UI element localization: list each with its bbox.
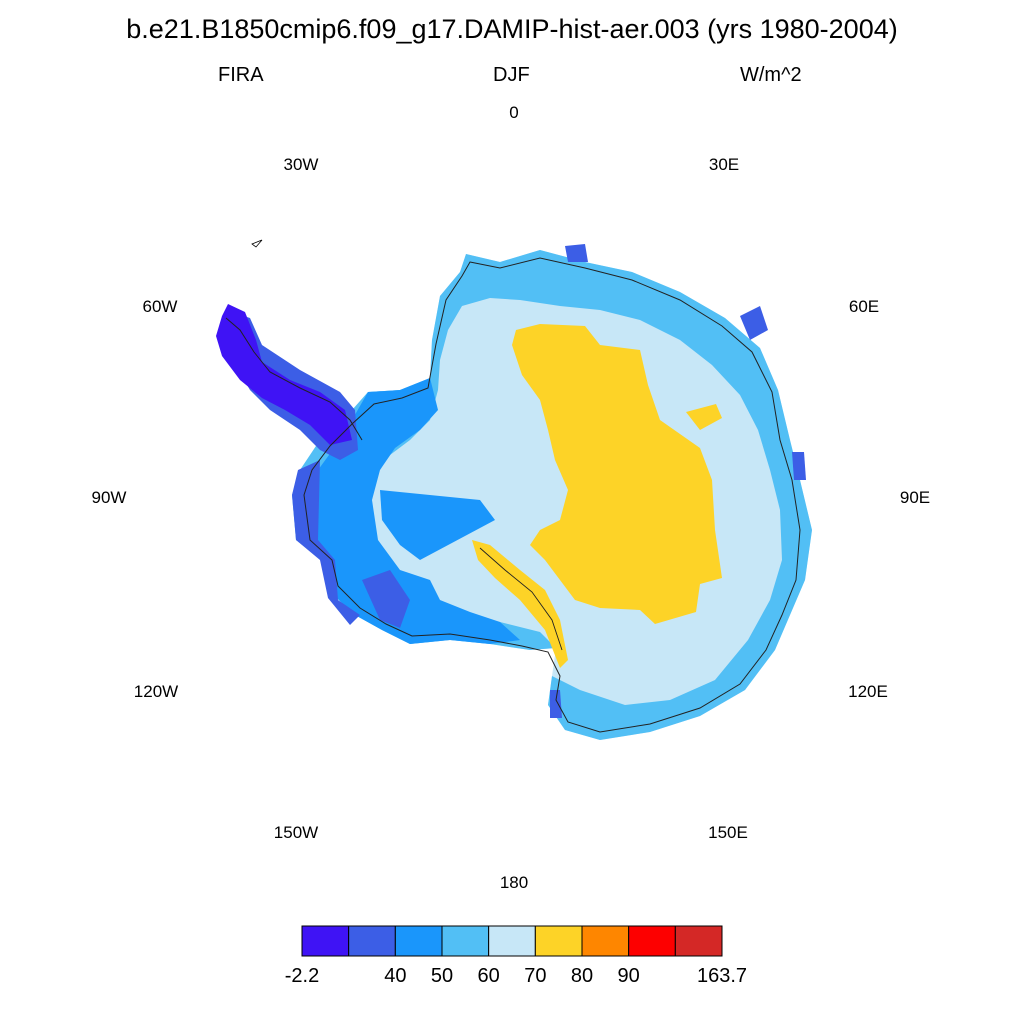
colorbar-label: 50: [431, 965, 453, 987]
colorbar-swatch: [534, 925, 583, 957]
colorbar-label: 90: [618, 965, 640, 987]
colorbar-label: 80: [571, 965, 593, 987]
coast-edge-40-n: [565, 244, 588, 262]
colorbar-swatch: [348, 925, 396, 957]
lon-label-120w: 120W: [134, 682, 178, 701]
colorbar-swatch: [581, 925, 630, 957]
colorbar-label: -2.2: [285, 965, 319, 987]
lon-label-150w: 150W: [274, 823, 318, 842]
lon-label-60e: 60E: [849, 297, 879, 316]
coast-edge-40-ne: [740, 306, 768, 340]
units-label: W/m^2: [740, 64, 802, 86]
colorbar-label: 40: [384, 965, 406, 987]
ross-ice-80: [472, 540, 568, 668]
colorbar-label: 60: [478, 965, 500, 987]
lon-label-90w: 90W: [92, 488, 127, 507]
lon-label-60w: 60W: [143, 297, 178, 316]
colorbar-swatch: [301, 925, 350, 957]
plot-title: b.e21.B1850cmip6.f09_g17.DAMIP-hist-aer.…: [126, 14, 898, 44]
colorbar-swatch: [441, 925, 490, 957]
plateau-80: [512, 324, 722, 624]
lon-label-0: 0: [509, 103, 518, 122]
lon-label-120e: 120E: [848, 682, 888, 701]
peninsula-tip: [216, 304, 352, 445]
lon-label-30w: 30W: [284, 155, 319, 174]
lon-label-180: 180: [500, 873, 528, 892]
colorbar-label: 163.7: [697, 965, 747, 987]
coast-edge-40-s: [550, 690, 562, 718]
coast-edge-40-sw: [362, 570, 410, 628]
coast-edge-40-west: [292, 460, 360, 625]
colorbar-label: 70: [524, 965, 546, 987]
lon-label-150e: 150E: [708, 823, 748, 842]
colorbar-swatch: [674, 925, 723, 957]
ross-coastline: [479, 547, 563, 651]
lon-label-90e: 90E: [900, 488, 930, 507]
season-label: DJF: [493, 64, 530, 86]
variable-label: FIRA: [218, 64, 264, 86]
colorbar-swatch: [394, 925, 443, 957]
coast-edge-40-e: [792, 452, 806, 480]
interior-wedge-50: [380, 490, 495, 560]
plateau-80-ne: [686, 404, 722, 430]
island-outline: [251, 239, 263, 248]
west-sector-50: [310, 378, 520, 644]
lon-label-30e: 30E: [709, 155, 739, 174]
colorbar-swatch: [628, 925, 676, 957]
colorbar-swatch: [488, 925, 536, 957]
colorbar: -2.2 40 50 60 70 80 90 163.7: [285, 925, 747, 987]
peninsula-coastline: [225, 317, 363, 441]
